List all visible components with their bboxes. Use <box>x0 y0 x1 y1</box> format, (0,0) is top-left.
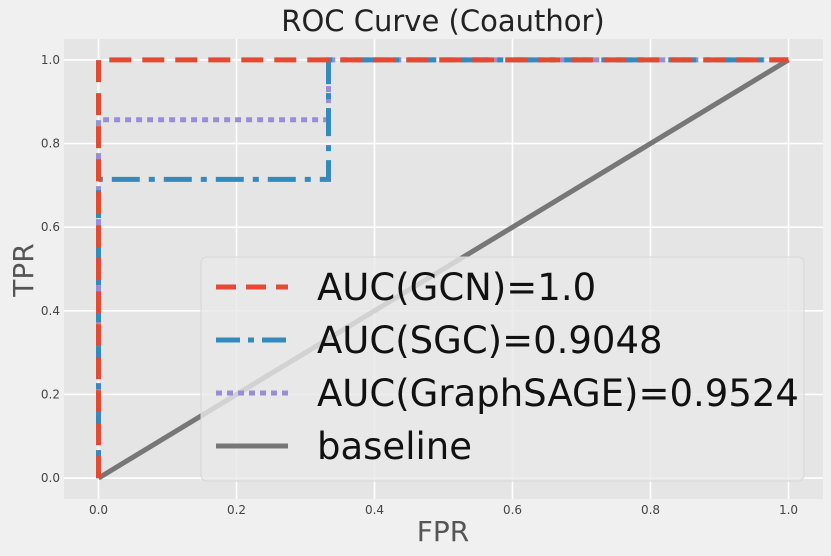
x-tick-label: 0.4 <box>365 503 384 517</box>
legend-box <box>200 256 805 482</box>
x-tick-label: 0.8 <box>641 503 660 517</box>
x-axis-label: FPR <box>417 515 469 548</box>
x-tick-label: 1.0 <box>779 503 798 517</box>
x-tick-label: 0.0 <box>89 503 108 517</box>
y-tick-label: 0.4 <box>41 304 60 318</box>
legend-label-2: AUC(GraphSAGE)=0.9524 <box>317 372 799 415</box>
series-line-0 <box>96 57 789 479</box>
y-tick-label: 0.2 <box>41 387 60 401</box>
y-tick-label: 0.8 <box>41 137 60 151</box>
y-tick-label: 1.0 <box>41 53 60 67</box>
tick-labels: 0.0 0.2 0.4 0.6 0.8 1.0 0.0 0.2 0.4 0.6 0.8 1.0 <box>41 53 798 517</box>
legend: AUC(GCN)=1.0 AUC(SGC)=0.9048 AUC(GraphSAGE… <box>200 256 805 482</box>
chart-title: ROC Curve (Coauthor) <box>281 4 604 38</box>
y-axis-label: TPR <box>7 243 40 297</box>
x-tick-label: 0.6 <box>503 503 522 517</box>
x-tick-label: 0.2 <box>227 503 246 517</box>
legend-label-1: AUC(SGC)=0.9048 <box>317 319 663 362</box>
y-tick-label: 0.6 <box>41 220 60 234</box>
legend-label-3: baseline <box>317 425 472 468</box>
legend-label-0: AUC(GCN)=1.0 <box>317 266 596 309</box>
y-tick-label: 0.0 <box>41 471 60 485</box>
